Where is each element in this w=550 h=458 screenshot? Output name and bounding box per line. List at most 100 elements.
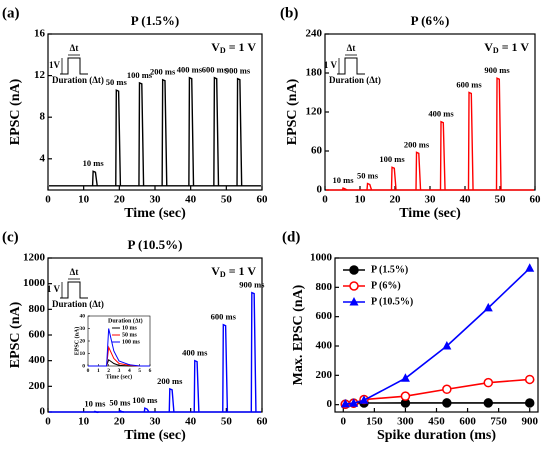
spike-label: 100 ms <box>127 70 153 80</box>
bias-subscript: D <box>220 46 226 55</box>
x-tick-label: 5 <box>138 368 141 374</box>
y-tick-label: 16 <box>34 28 46 40</box>
x-tick-label: 40 <box>185 415 197 427</box>
spike-label: 900 ms <box>225 66 251 76</box>
x-tick-label: 6 <box>149 368 152 374</box>
marker <box>400 391 411 401</box>
spike <box>91 170 98 186</box>
bias-value: = 1 V <box>499 40 530 54</box>
y-tick-label: 800 <box>29 303 46 315</box>
x-tick-label: 0 <box>341 415 347 427</box>
marker <box>400 373 410 382</box>
x-axis-label: Time (sec) <box>124 206 186 221</box>
pulse-amplitude-label: 1 V <box>324 60 338 70</box>
spike <box>366 182 373 191</box>
y-axis-label: EPSC (nA) <box>73 327 80 356</box>
x-tick-label: 4 <box>128 368 131 374</box>
y-tick-label: 0 <box>82 363 85 369</box>
y-tick-label: 60 <box>311 145 323 157</box>
spike-label: 200 ms <box>404 139 430 149</box>
y-tick-label: 20 <box>80 338 86 344</box>
y-tick-label: 12 <box>34 69 46 81</box>
pulse-amplitude-label: 1V <box>49 60 61 70</box>
x-tick-label: 20 <box>114 415 126 427</box>
x-tick-label: 10 <box>78 415 90 427</box>
spike <box>115 89 122 186</box>
spike <box>390 166 397 191</box>
y-tick-label: 400 <box>316 340 333 352</box>
legend-marker <box>349 281 359 291</box>
spike <box>222 323 229 413</box>
spike <box>213 76 220 186</box>
x-tick-label: 30 <box>425 193 437 205</box>
x-tick-label: 50 <box>221 193 233 205</box>
x-tick-label: 60 <box>257 415 269 427</box>
y-tick-label: 40 <box>80 313 86 319</box>
pulse-amplitude-label: 1 V <box>47 284 61 294</box>
spike <box>341 187 348 191</box>
spike <box>188 76 195 186</box>
panel-label: (a) <box>2 5 20 21</box>
panel-label: (b) <box>280 5 298 21</box>
y-tick-label: 120 <box>306 106 323 118</box>
spike-label: 100 ms <box>379 154 405 164</box>
pulse-shape <box>60 281 88 299</box>
spike <box>161 78 168 186</box>
marker <box>442 398 452 408</box>
inset-legend-title: Duration (Δt) <box>108 317 143 324</box>
x-tick-label: 40 <box>460 193 472 205</box>
x-tick-label: 50 <box>221 415 233 427</box>
y-axis-label: EPSC (nA) <box>8 301 23 368</box>
pulse-shape <box>337 57 365 75</box>
y-tick-label: 200 <box>29 380 46 392</box>
x-tick-label: 10 <box>78 193 90 205</box>
inset-legend-label: 50 ms <box>122 332 137 338</box>
y-tick-label: 1200 <box>23 252 46 264</box>
spike <box>495 77 502 191</box>
x-tick-label: 10 <box>355 193 367 205</box>
x-axis-label: Time (sec) <box>399 206 461 221</box>
inset-trace <box>88 345 150 367</box>
marker <box>483 398 494 408</box>
x-tick-label: 30 <box>150 193 162 205</box>
inset-trace <box>88 328 150 367</box>
series-line <box>345 378 530 406</box>
y-tick-label: 240 <box>306 28 323 40</box>
spike <box>93 410 100 414</box>
spike-label: 10 ms <box>83 158 105 168</box>
x-tick-label: 3 <box>118 368 121 374</box>
spike-label: 400 ms <box>182 348 208 358</box>
x-tick-label: 1 <box>97 368 100 374</box>
inset-legend-label: 100 ms <box>122 339 140 345</box>
marker <box>483 302 493 312</box>
y-tick-label: 180 <box>306 67 323 79</box>
spike-label: 100 ms <box>132 395 158 405</box>
bias-symbol: V <box>484 40 493 54</box>
x-axis-label: Spike duration (ms) <box>377 428 496 443</box>
legend-label: P (10.5%) <box>371 296 413 307</box>
spike-label: 200 ms <box>157 376 183 386</box>
panel-label: (d) <box>282 229 300 245</box>
spike-label: 50 ms <box>109 398 131 408</box>
legend-marker <box>349 265 359 275</box>
panel-title: P (10.5%) <box>128 237 183 252</box>
spike <box>439 120 446 191</box>
spike <box>467 91 474 191</box>
marker <box>524 398 535 408</box>
spike-label: 50 ms <box>357 170 379 180</box>
legend-marker <box>349 297 359 306</box>
y-tick-label: 8 <box>40 111 46 123</box>
x-tick-label: 0 <box>45 193 51 205</box>
bias-symbol: V <box>211 40 220 54</box>
x-tick-label: 0 <box>87 368 90 374</box>
x-tick-label: 50 <box>495 193 507 205</box>
pulse-width-label: Δt <box>70 43 79 53</box>
spike-label: 400 ms <box>428 109 454 119</box>
y-tick-label: 10 <box>80 351 86 357</box>
y-axis-label: EPSC (nA) <box>8 78 23 145</box>
inset-legend-label: 10 ms <box>122 325 137 331</box>
marker <box>340 398 350 408</box>
y-tick-label: 1000 <box>310 252 333 264</box>
spike-label: 900 ms <box>239 280 265 290</box>
spike-label: 600 ms <box>211 312 237 322</box>
